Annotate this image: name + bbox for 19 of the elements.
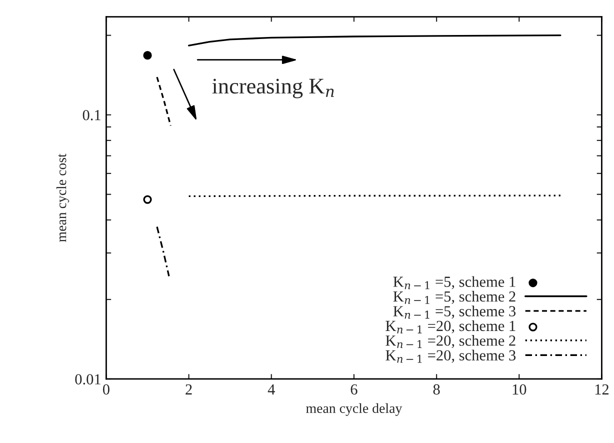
y-tick-label: 0.01 [75,374,100,385]
x-axis-title: mean cycle delay [306,403,402,416]
x-tick-label: 12 [595,384,609,394]
legend-label: K$_{n−1}$ =20, scheme 1 [386,320,516,334]
legend-label: K$_{n−1}$ =5, scheme 2 [393,290,516,304]
x-tick-label: 6 [350,384,358,395]
legend-label: K$_{n−1}$ =20, scheme 2 [386,335,516,348]
legend-label: K$_{n−1}$ =20, scheme 3 [386,350,516,363]
annotation: increasing K$_{n}$ [212,78,334,98]
line-series [188,34,562,46]
x-tick-label: 8 [433,384,440,395]
x-tick-label: 0 [102,384,110,395]
x-tick-label: 2 [186,384,192,394]
y-tick-label: 0.1 [82,110,100,120]
x-tick-label: 10 [512,384,526,395]
legend-label: K$_{n−1}$ =5, scheme 3 [393,306,516,319]
y-axis-title: mean cycle cost [56,154,70,242]
x-tick-label: 4 [268,384,275,394]
legend-label: K$_{n−1}$ =5, scheme 1 [393,276,516,290]
